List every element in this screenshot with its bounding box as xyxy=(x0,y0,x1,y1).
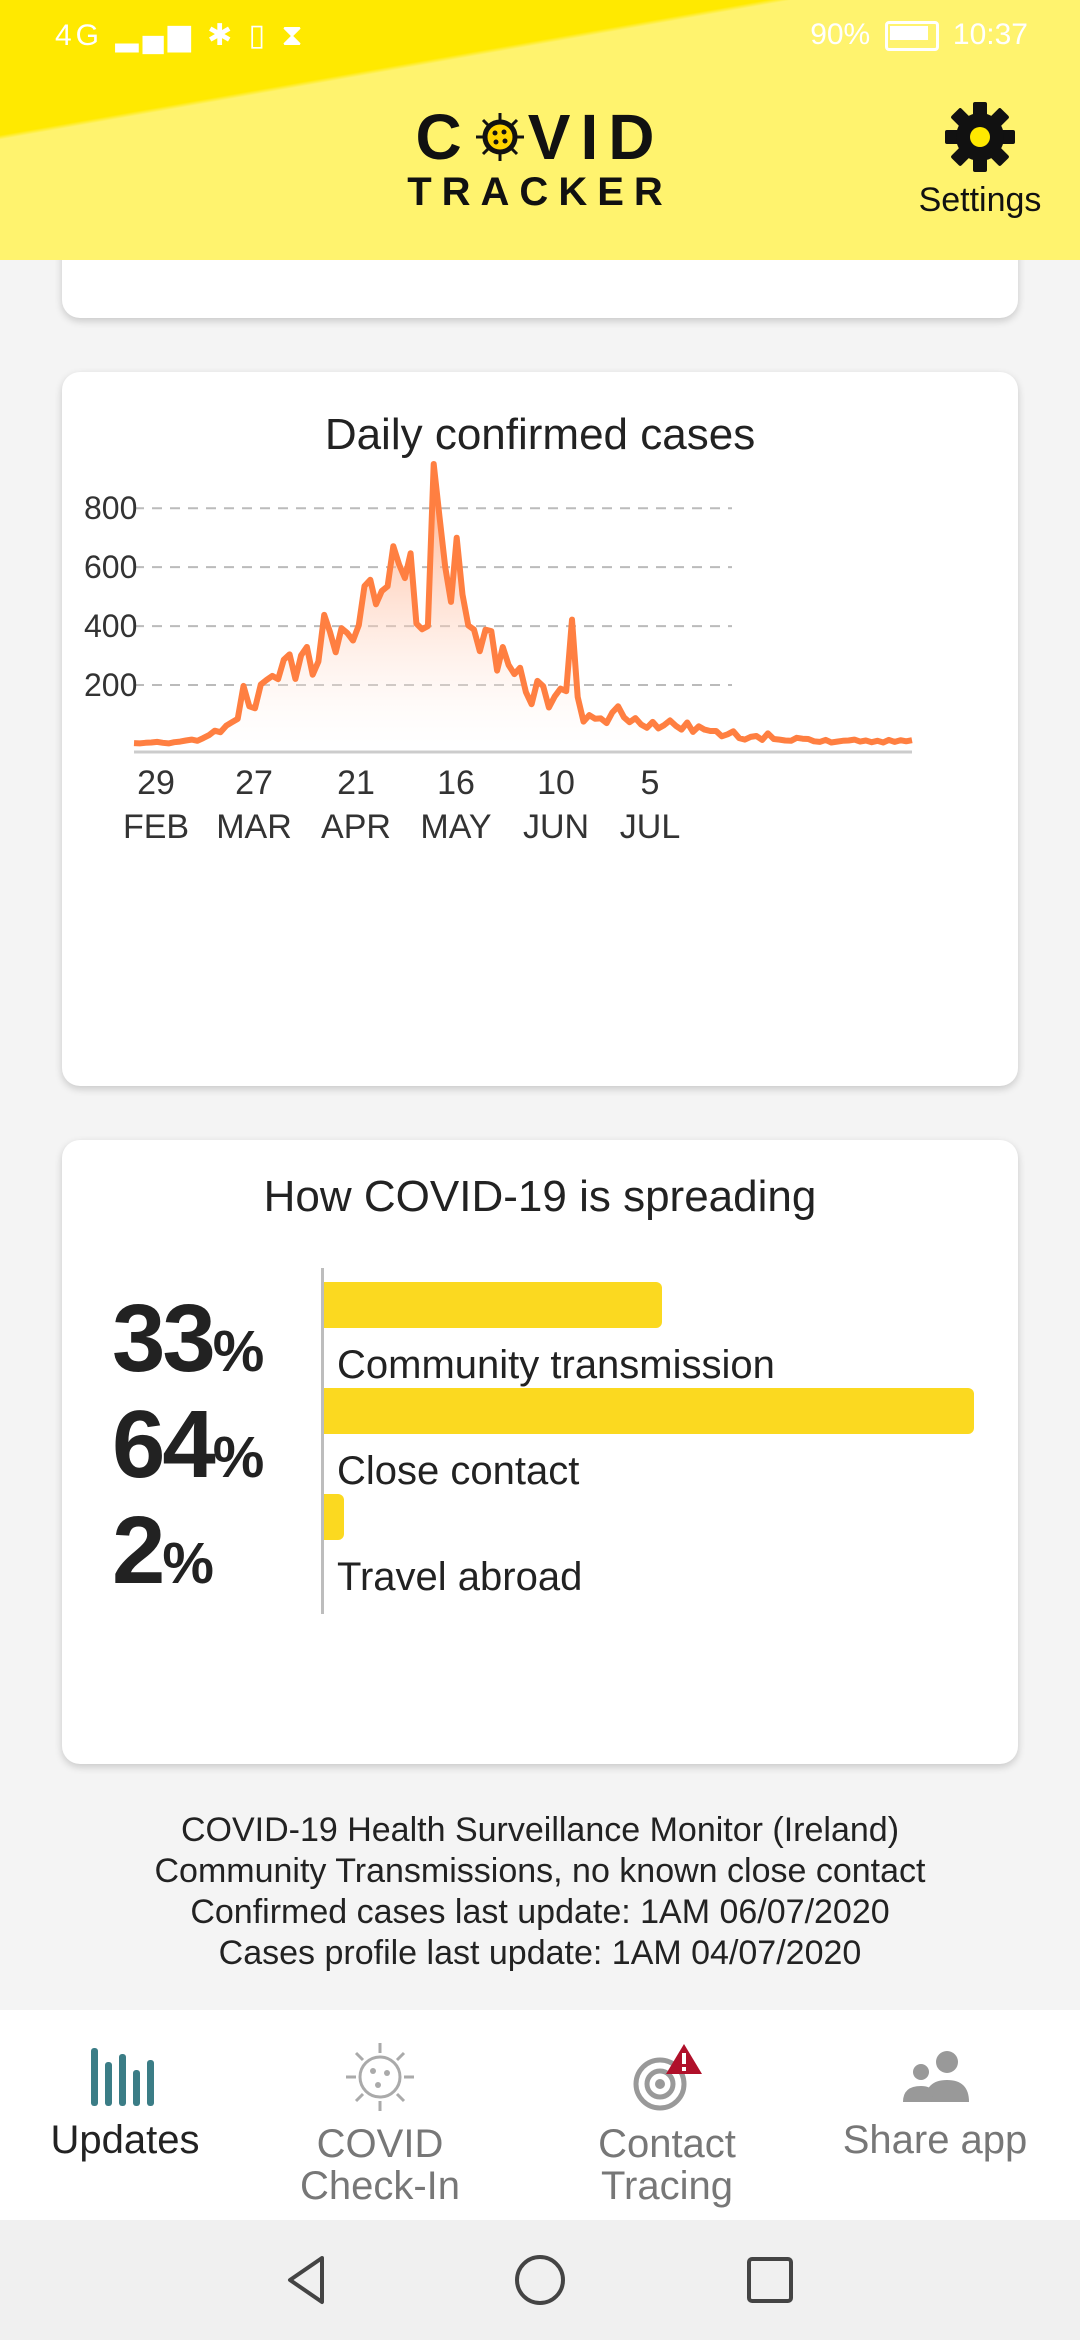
spread-label: Close contact xyxy=(337,1449,580,1493)
battery-icon xyxy=(884,21,939,52)
signal-indicators: 4G ▂▄▆ ✱ ▯ ⧗ xyxy=(55,18,307,53)
gear-icon xyxy=(945,102,1015,172)
y-tick-label: 800 xyxy=(84,490,137,526)
nav-label-line2: Tracing xyxy=(601,2164,733,2208)
vibrate-icon: ▯ xyxy=(248,19,270,52)
bluetooth-icon: ✱ xyxy=(207,19,237,52)
nav-share-app[interactable]: Share app xyxy=(810,2040,1060,2161)
info-line: Community Transmissions, no known close … xyxy=(154,1852,926,1890)
x-tick-day: 16 xyxy=(437,764,475,802)
spread-label: Community transmission xyxy=(337,1343,775,1387)
signal-icon: ▂▄▆ xyxy=(115,19,195,52)
x-tick-month: JUL xyxy=(620,808,680,846)
battery-percent: 90% xyxy=(810,18,871,51)
nav-label: Share app xyxy=(842,2118,1028,2162)
status-right: 90% 10:37 xyxy=(810,18,1028,52)
nav-updates[interactable]: Updates xyxy=(0,2040,250,2161)
clock: 10:37 xyxy=(952,18,1028,51)
spread-title: How COVID-19 is spreading xyxy=(263,1172,817,1221)
bottom-navigation: Updates COVID Check-In xyxy=(0,2010,1080,2220)
percent-sign: % xyxy=(162,1531,214,1596)
virus-icon xyxy=(346,2043,414,2111)
back-icon[interactable] xyxy=(278,2250,338,2310)
spread-percent: 33% xyxy=(112,1284,264,1394)
info-line: Cases profile last update: 1AM 04/07/202… xyxy=(218,1934,862,1972)
status-bar: 4G ▂▄▆ ✱ ▯ ⧗ 90% 10:37 xyxy=(0,0,1080,70)
percent-value: 33 xyxy=(112,1285,216,1392)
x-tick-day: 29 xyxy=(137,764,175,802)
data-source-info: COVID-19 Health Surveillance Monitor (Ir… xyxy=(0,1810,1080,1974)
spread-bar xyxy=(324,1494,344,1540)
bar-axis xyxy=(321,1480,324,1614)
app-header: 4G ▂▄▆ ✱ ▯ ⧗ 90% 10:37 C VID xyxy=(0,0,1080,260)
x-tick-month: APR xyxy=(321,808,391,846)
daily-cases-chart: 200 400 600 800 29 FEB 27 MAR 21 APR 16 MAY 10 JUN 5 J… xyxy=(84,461,913,846)
logo-line1: C VID xyxy=(405,105,675,169)
hourglass-icon: ⧗ xyxy=(281,19,307,52)
x-tick-month: MAY xyxy=(420,808,491,846)
logo-line2: TRACKER xyxy=(407,170,673,214)
cases-area xyxy=(134,464,912,744)
virus-logo-icon xyxy=(475,113,524,161)
y-tick-label: 200 xyxy=(84,667,137,703)
x-tick-month: JUN xyxy=(523,808,589,846)
nav-label-line1: Contact xyxy=(598,2122,736,2166)
people-icon xyxy=(903,2051,969,2102)
nav-label-line1: COVID xyxy=(316,2122,444,2166)
spread-label: Travel abroad xyxy=(337,1555,583,1599)
cases-line xyxy=(133,461,913,747)
x-tick-day: 5 xyxy=(641,764,660,802)
system-navigation-bar xyxy=(0,2220,1080,2340)
network-type: 4G xyxy=(55,19,104,52)
y-tick-label: 600 xyxy=(84,549,137,585)
logo-vid: VID xyxy=(527,101,665,173)
x-tick-day: 27 xyxy=(235,764,273,802)
percent-value: 64 xyxy=(112,1391,216,1498)
recents-icon[interactable] xyxy=(740,2250,800,2310)
info-line: Confirmed cases last update: 1AM 06/07/2… xyxy=(190,1893,890,1931)
percent-value: 2 xyxy=(112,1497,165,1604)
logo-c: C xyxy=(415,101,472,173)
contact-tracing-icon xyxy=(633,2044,702,2111)
spread-bar xyxy=(324,1282,662,1328)
x-tick-month: FEB xyxy=(123,808,189,846)
daily-cases-card: Daily confirmed cases 200 400 600 800 29 FEB… xyxy=(62,372,1018,1086)
bar-axis xyxy=(321,1374,324,1508)
bar-chart-icon xyxy=(91,2048,154,2106)
percent-sign: % xyxy=(212,1425,265,1490)
bar-axis xyxy=(321,1268,324,1402)
header-background xyxy=(0,0,1080,260)
spread-row-close-contact: 64% Close contact xyxy=(62,1374,1018,1514)
x-tick-day: 10 xyxy=(537,764,575,802)
y-tick-label: 400 xyxy=(84,608,137,644)
x-tick-month: MAR xyxy=(216,808,292,846)
app-logo: C VID TRACKER xyxy=(405,105,675,215)
spread-percent: 2% xyxy=(112,1496,214,1606)
percent-sign: % xyxy=(212,1319,265,1384)
x-tick-day: 21 xyxy=(337,764,375,802)
spread-card: How COVID-19 is spreading 33% Community … xyxy=(62,1140,1018,1764)
spread-row-community: 33% Community transmission xyxy=(62,1268,1018,1408)
home-icon[interactable] xyxy=(510,2250,570,2310)
nav-label-line2: Check-In xyxy=(299,2164,461,2208)
nav-covid-check-in[interactable]: COVID Check-In xyxy=(255,2040,505,2207)
chart-title: Daily confirmed cases xyxy=(324,410,756,459)
nav-label: Updates xyxy=(50,2118,200,2162)
settings-button[interactable]: Settings xyxy=(900,100,1060,220)
spread-row-travel: 2% Travel abroad xyxy=(62,1480,1018,1620)
spread-percent: 64% xyxy=(112,1390,264,1500)
settings-label: Settings xyxy=(918,181,1042,219)
info-line: COVID-19 Health Surveillance Monitor (Ir… xyxy=(180,1811,900,1849)
nav-contact-tracing[interactable]: Contact Tracing xyxy=(542,2040,792,2207)
spread-bar xyxy=(324,1388,974,1434)
